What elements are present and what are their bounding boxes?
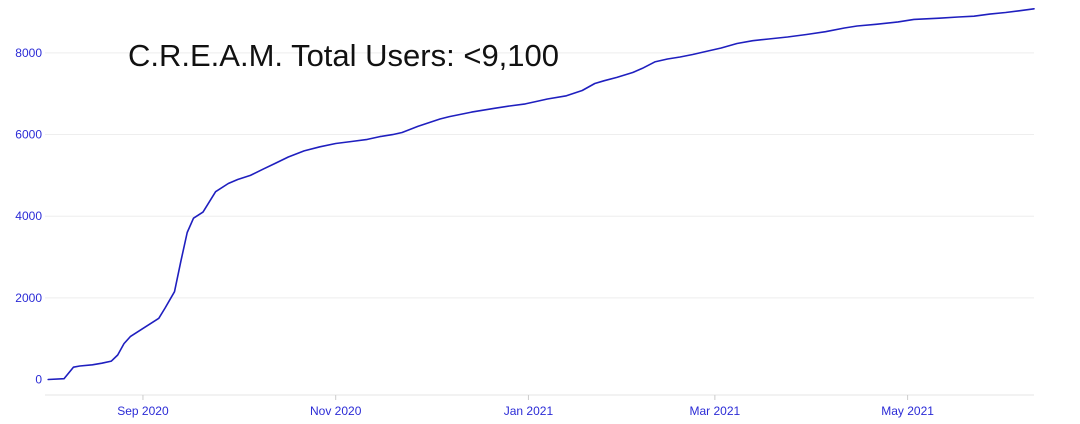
chart-title: C.R.E.A.M. Total Users: <9,100 bbox=[128, 38, 559, 73]
series-layer bbox=[47, 8, 1035, 381]
x-tick-label: May 2021 bbox=[881, 404, 934, 418]
x-axis-ticks: Sep 2020 Nov 2020 Jan 2021 Mar 2021 May 2021 bbox=[117, 395, 934, 418]
y-tick-label: 2000 bbox=[15, 291, 42, 305]
y-tick-label: 6000 bbox=[15, 128, 42, 142]
y-tick-label: 0 bbox=[35, 372, 42, 386]
y-tick-label: 8000 bbox=[15, 46, 42, 60]
series-line-0 bbox=[47, 8, 1035, 381]
x-tick-label: Nov 2020 bbox=[310, 404, 362, 418]
x-tick-label: Sep 2020 bbox=[117, 404, 169, 418]
grid-lines bbox=[45, 52, 1034, 299]
x-tick-label: Jan 2021 bbox=[504, 404, 554, 418]
x-tick-label: Mar 2021 bbox=[690, 404, 741, 418]
y-tick-label: 4000 bbox=[15, 209, 42, 223]
y-axis-ticks: 0 2000 4000 6000 8000 bbox=[15, 46, 42, 387]
